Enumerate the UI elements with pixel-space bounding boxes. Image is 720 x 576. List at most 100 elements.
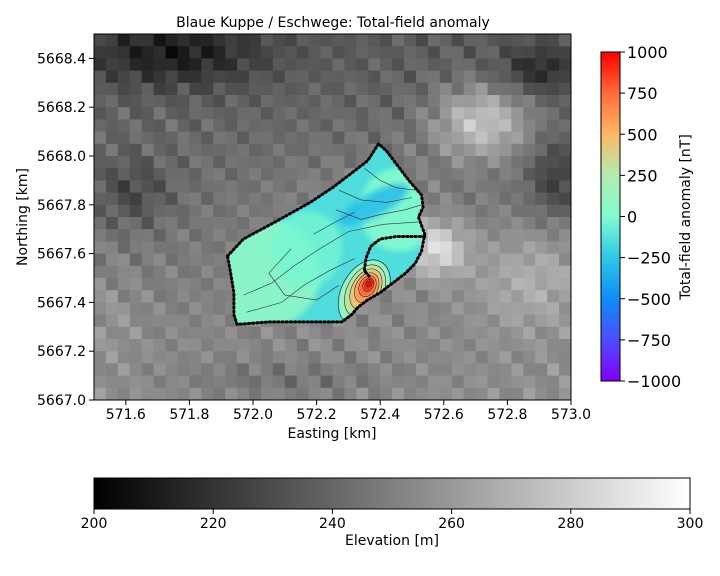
elevation-cell [439, 253, 453, 267]
elevation-cell [559, 363, 571, 377]
elevation-cell [153, 131, 167, 145]
elevation-cell [523, 265, 536, 279]
elevation-cell [463, 82, 477, 96]
elevation-cell [189, 278, 202, 291]
elevation-cell [213, 192, 226, 206]
elevation-cell [153, 192, 167, 206]
elevation-cell [237, 58, 250, 72]
anomaly-contours [243, 167, 422, 325]
elevation-cell [559, 290, 571, 303]
elevation-cell [225, 387, 238, 400]
elevation-cell [201, 70, 214, 84]
elevation-cell [141, 119, 155, 133]
elevation-cell [559, 278, 571, 291]
elevation-cell [439, 351, 453, 364]
elevation-cell [201, 82, 214, 96]
elevation-cell [404, 46, 417, 59]
elevation-cell [225, 326, 238, 340]
elevation-cell [105, 278, 119, 291]
elevation-cell [559, 82, 571, 96]
elevation-cell [94, 217, 107, 230]
elevation-cell [141, 314, 155, 328]
chart-title: Blaue Kuppe / Eschwege: Total-field anom… [176, 15, 490, 31]
elevation-cell [523, 192, 536, 206]
elevation-cell [177, 46, 191, 59]
elevation-cell [463, 204, 477, 218]
elevation-cell [368, 387, 381, 400]
elevation-cell [284, 156, 298, 169]
elevation-cell [475, 265, 489, 279]
elevation-cell [94, 107, 107, 120]
elevation-cell [117, 119, 131, 133]
elevation-cell [523, 34, 536, 47]
elevation-cell [368, 95, 381, 108]
elevation-cell [463, 326, 477, 340]
elevation-cell [105, 265, 119, 279]
elevation-cell [249, 46, 262, 59]
elevation-cell [535, 290, 548, 303]
elevation-cell [523, 168, 536, 181]
elevation-cell [427, 204, 441, 218]
elevation-cell [404, 95, 417, 108]
elevation-cell [523, 290, 536, 303]
elevation-cell [451, 302, 465, 316]
elevation-cell [535, 387, 548, 400]
elevation-cell [427, 387, 441, 400]
y-tick-label: 5668.2 [37, 100, 86, 116]
anomaly-contour [243, 221, 419, 296]
elevation-cell [511, 229, 524, 242]
elevation-cell [189, 351, 202, 364]
elevation-cell [475, 363, 489, 377]
elevation-cell [213, 156, 226, 169]
elevation-cell [439, 278, 453, 291]
x-tick-label: 572.6 [424, 407, 464, 423]
elevation-cell [332, 119, 346, 133]
elevation-cell [439, 326, 453, 340]
elevation-cell [356, 131, 369, 145]
elevation-cell [439, 290, 453, 303]
elevation-cell [189, 107, 202, 120]
elevation-cell [344, 375, 357, 389]
elevation-cell [129, 387, 143, 400]
elevation-cell [284, 119, 298, 133]
elevation-cell [559, 131, 571, 145]
elevation-cell [380, 46, 393, 59]
elevation-cell [213, 131, 226, 145]
elevation-cell [105, 290, 119, 303]
elevation-cell [511, 302, 524, 316]
elevation-cell [475, 302, 489, 316]
elevation-cell [237, 204, 250, 218]
anomaly-colorbar-tick-label: −1000 [627, 372, 681, 391]
elevation-cell [272, 70, 286, 84]
elevation-cell [523, 229, 536, 242]
elevation-cell [559, 46, 571, 59]
elevation-cell [499, 107, 512, 120]
elevation-cell [439, 143, 453, 157]
elevation-cell [463, 302, 477, 316]
elevation-cell [463, 339, 477, 352]
elevation-cell [439, 180, 453, 194]
elevation-cell [308, 58, 322, 72]
elevation-cell [225, 229, 238, 242]
elevation-cell [535, 314, 548, 328]
elevation-cell [332, 95, 346, 108]
elevation-cell [189, 314, 202, 328]
elevation-cell [153, 278, 167, 291]
x-tick-label: 571.8 [169, 407, 209, 423]
elevation-cell [284, 168, 298, 181]
elevation-cell [487, 180, 501, 194]
elevation-cell [475, 119, 489, 133]
elevation-cell [404, 143, 417, 157]
elevation-cell [213, 82, 226, 96]
elevation-cell [129, 180, 143, 194]
elevation-cell [356, 119, 369, 133]
elevation-cell [547, 265, 560, 279]
elevation-cell [94, 143, 107, 157]
elevation-cell [356, 375, 369, 389]
elevation-cell [165, 290, 179, 303]
elevation-cell [165, 192, 179, 206]
elevation-cell [117, 131, 131, 145]
elevation-cell [189, 156, 202, 169]
elevation-cell [105, 70, 119, 84]
y-tick-label: 5668.4 [37, 51, 86, 67]
